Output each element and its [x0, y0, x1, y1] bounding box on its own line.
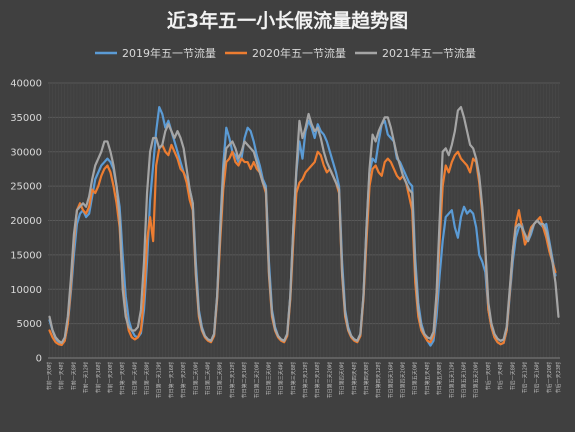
x-axis: 节前一天0时 节前一天4时 节前一天8时 节前一天12时 节前一天16时 节前一天20时节… — [46, 357, 562, 398]
x-tick-label: 节日第四天0时 — [339, 362, 346, 395]
x-tick-label: 节日第一天16时 — [168, 362, 175, 398]
x-tick-label: 节日第五天12时 — [448, 362, 455, 398]
x-tick-label: 节后一天0时 — [485, 362, 492, 390]
legend: 2019年五一节流量 2020年五一节流量 2021年五一节流量 — [95, 46, 476, 60]
x-tick-label: 节日第二天8时 — [217, 362, 224, 395]
y-tick-label: 35000 — [10, 113, 42, 124]
y-tick-label: 10000 — [10, 285, 42, 296]
x-tick-label: 节日第二天4时 — [205, 362, 212, 395]
x-tick-label: 节日第一天8时 — [144, 362, 151, 395]
x-tick-label: 节后一天12时 — [521, 362, 528, 393]
x-tick-label: 节日第三天20时 — [326, 362, 333, 398]
x-tick-label: 节前一天20时 — [107, 362, 114, 393]
chart-title: 近3年五一小长假流量趋势图 — [167, 9, 408, 32]
x-tick-label: 节日第一天4时 — [131, 362, 138, 395]
x-tick-label: 节日第二天12时 — [229, 362, 236, 398]
x-tick-label: 节后一天4时 — [497, 362, 504, 390]
x-tick-label: 节日第三天0时 — [265, 362, 272, 395]
x-tick-label: 节前一天0时 — [46, 362, 53, 390]
y-tick-label: 30000 — [10, 147, 42, 158]
x-tick-label: 节日第四天8时 — [363, 362, 370, 395]
x-tick-label: 节日第三天16时 — [314, 362, 321, 398]
x-tick-label: 节日第一天12时 — [156, 362, 163, 398]
x-tick-label: 节日第二天16时 — [241, 362, 248, 398]
x-tick-label: 节日第五天4时 — [424, 362, 431, 395]
x-tick-label: 节日第一天0时 — [119, 362, 126, 395]
x-tick-label: 节前一天12时 — [83, 362, 90, 393]
x-tick-label: 节后一天16时 — [534, 362, 541, 393]
legend-label: 2020年五一节流量 — [252, 46, 346, 60]
x-tick-label: 节日第四天4时 — [351, 362, 358, 395]
x-tick-label: 节前一天16时 — [95, 362, 102, 393]
x-tick-label: 节日第五天8时 — [436, 362, 443, 395]
x-tick-label: 节后一天20时 — [546, 362, 553, 393]
legend-label: 2021年五一节流量 — [382, 46, 476, 60]
x-tick-label: 节日第二天0时 — [192, 362, 199, 395]
series-line-1 — [48, 105, 557, 347]
x-tick-label: 节日第四天20时 — [400, 362, 407, 398]
legend-label: 2019年五一节流量 — [122, 46, 216, 60]
y-tick-label: 0 — [36, 354, 42, 365]
x-tick-label: 节前一天4时 — [58, 362, 65, 390]
x-tick-label: 节日第五天0时 — [412, 362, 419, 395]
series-line-3 — [48, 105, 560, 344]
y-tick-label: 20000 — [10, 216, 42, 227]
x-tick-label: 节日第三天4时 — [278, 362, 285, 395]
series-line-2 — [48, 143, 557, 347]
x-tick-label: 节日第四天16时 — [387, 362, 394, 398]
x-tick-label: 节日第三天12时 — [302, 362, 309, 398]
x-tick-label: 节日第二天20时 — [253, 362, 260, 398]
y-tick-label: 5000 — [17, 319, 42, 330]
x-tick-label: 节后一天23时 — [555, 362, 562, 393]
gridlines — [48, 82, 560, 359]
x-tick-label: 节日第四天12时 — [375, 362, 382, 398]
y-tick-label: 15000 — [10, 250, 42, 261]
y-tick-label: 25000 — [10, 182, 42, 193]
x-tick-label: 节后一天8时 — [509, 362, 516, 390]
y-axis: 0 5000 10000 15000 20000 25000 30000 35000 40000 — [10, 79, 42, 365]
x-tick-label: 节前一天8时 — [70, 362, 77, 390]
x-tick-label: 节日第一天20时 — [180, 362, 187, 398]
x-tick-label: 节日第五天20时 — [473, 362, 480, 398]
plot-area — [48, 105, 560, 347]
x-tick-label: 节日第三天8时 — [290, 362, 297, 395]
x-tick-label: 节日第五天16时 — [461, 362, 468, 398]
y-tick-label: 40000 — [10, 79, 42, 90]
